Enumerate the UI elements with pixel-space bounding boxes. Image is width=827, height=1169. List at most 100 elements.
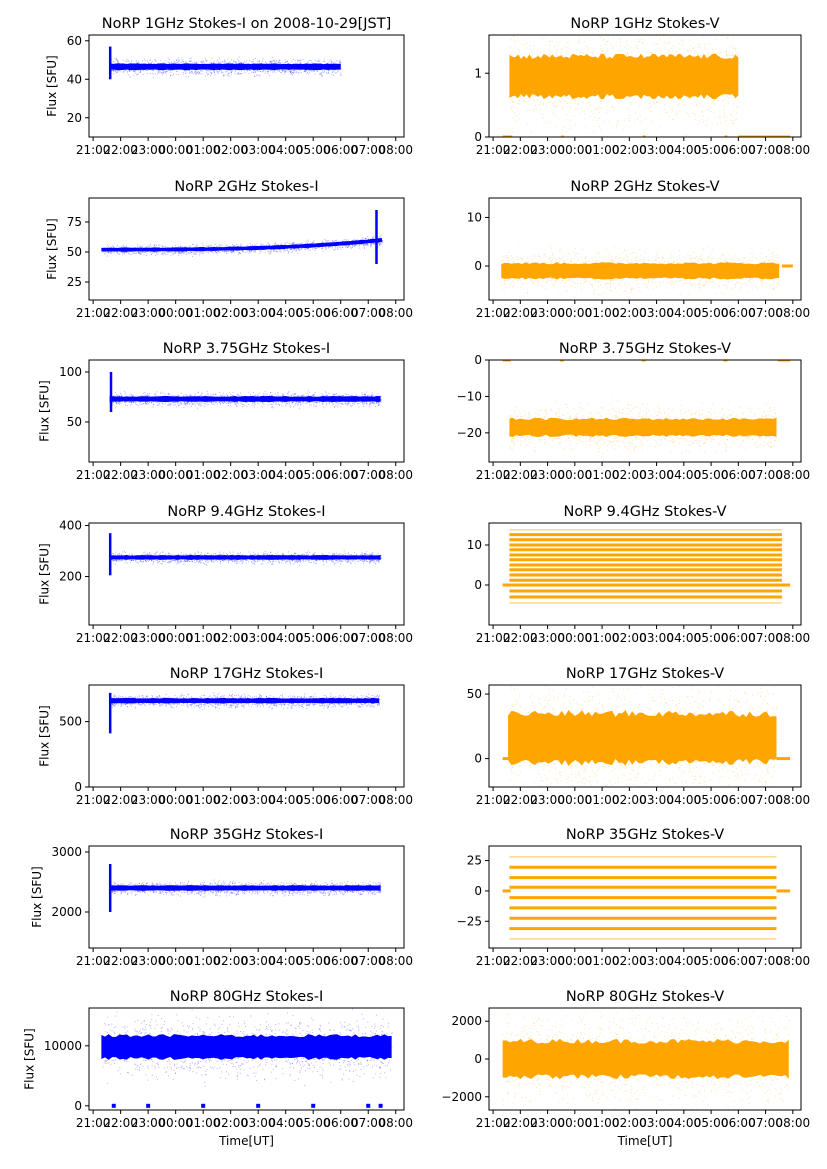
data-point (209, 246, 211, 248)
data-point (592, 61, 594, 63)
data-point (531, 50, 533, 52)
data-point (107, 247, 109, 249)
data-point (328, 244, 330, 246)
data-point (153, 66, 155, 68)
data-point (578, 39, 580, 41)
data-point (546, 265, 548, 267)
data-point (570, 35, 572, 37)
data-point (602, 86, 604, 88)
data-point (624, 249, 626, 251)
data-point (779, 262, 781, 264)
data-point (207, 248, 209, 250)
data-point (126, 245, 128, 247)
data-point (547, 69, 549, 71)
data-point (261, 65, 263, 67)
data-point (711, 128, 713, 130)
data-point (329, 65, 331, 67)
data-point (585, 135, 587, 137)
data-point (639, 64, 641, 66)
data-point (520, 95, 522, 97)
data-point (351, 239, 353, 241)
data-point (542, 104, 544, 106)
data-point (153, 251, 155, 253)
data-point (648, 80, 650, 82)
data-point (224, 250, 226, 252)
data-point (583, 41, 585, 43)
data-point (111, 59, 113, 61)
data-point (279, 247, 281, 249)
data-point (331, 62, 333, 64)
data-point (645, 85, 647, 87)
data-point (369, 240, 371, 242)
data-point (175, 63, 177, 65)
data-point (123, 71, 125, 73)
data-point (297, 61, 299, 63)
data-point (654, 85, 656, 87)
data-point (324, 60, 326, 62)
data-point (538, 283, 540, 285)
subplot-3: NoRP 2GHz Stokes-V01021:0022:0023:0000:0… (467, 179, 810, 320)
data-point (113, 70, 115, 72)
data-point (141, 64, 143, 66)
data-point (753, 268, 755, 270)
data-point (135, 66, 137, 68)
data-point (653, 284, 655, 286)
data-point (215, 250, 217, 252)
data-point (519, 113, 521, 115)
data-point (181, 249, 183, 251)
data-point (105, 249, 107, 251)
data-point (296, 246, 298, 248)
data-point (544, 288, 546, 290)
data-point (550, 280, 552, 282)
data-point (188, 246, 190, 248)
data-point (630, 82, 632, 84)
data-point (571, 63, 573, 65)
data-point (608, 92, 610, 94)
data-point (264, 248, 266, 250)
data-point (145, 254, 147, 256)
data-point (659, 266, 661, 268)
data-point (299, 64, 301, 66)
data-point (695, 263, 697, 265)
data-point (262, 246, 264, 248)
data-point (566, 269, 568, 271)
data-point (269, 247, 271, 249)
data-point (571, 78, 573, 80)
data-point (134, 248, 136, 250)
data-point (342, 246, 344, 248)
data-point (586, 274, 588, 276)
data-point (127, 66, 129, 68)
data-point (686, 83, 688, 85)
data-point (248, 72, 250, 74)
data-point (118, 65, 120, 67)
data-point (207, 250, 209, 252)
data-point (733, 103, 735, 105)
data-point (167, 246, 169, 248)
data-point (255, 246, 257, 248)
data-point (249, 248, 251, 250)
data-point (514, 81, 516, 83)
data-point (591, 257, 593, 259)
data-point (291, 68, 293, 70)
data-point (380, 242, 382, 244)
data-point (310, 67, 312, 69)
data-point (206, 250, 208, 252)
data-point (196, 61, 198, 63)
data-point (239, 73, 241, 75)
data-point (632, 84, 634, 86)
data-point (131, 248, 133, 250)
data-point (190, 250, 192, 252)
data-point (539, 53, 541, 55)
data-point (103, 248, 105, 250)
data-point (690, 94, 692, 96)
data-point (222, 249, 224, 251)
data-point (180, 57, 182, 59)
data-point (778, 272, 780, 274)
data-point (115, 64, 117, 66)
data-point (201, 73, 203, 75)
data-point (377, 242, 379, 244)
data-point (692, 73, 694, 75)
data-point (145, 68, 147, 70)
data-point (277, 65, 279, 67)
data-point (625, 66, 627, 68)
